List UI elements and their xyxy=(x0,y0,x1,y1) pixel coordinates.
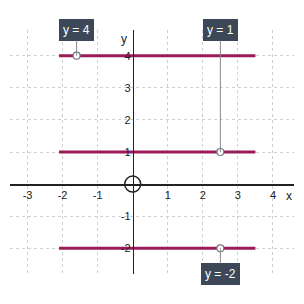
svg-text:2: 2 xyxy=(124,114,130,126)
svg-text:3: 3 xyxy=(124,82,130,94)
svg-text:y = -2: y = -2 xyxy=(205,267,236,281)
svg-text:4: 4 xyxy=(124,50,130,62)
svg-text:1: 1 xyxy=(124,146,130,158)
svg-text:y: y xyxy=(121,32,127,46)
svg-text:-1: -1 xyxy=(121,210,131,222)
svg-text:-2: -2 xyxy=(121,242,131,254)
svg-text:4: 4 xyxy=(270,189,276,201)
svg-text:3: 3 xyxy=(235,189,241,201)
svg-text:x: x xyxy=(286,189,292,203)
svg-text:1: 1 xyxy=(165,189,171,201)
svg-text:y = 4: y = 4 xyxy=(63,23,90,37)
svg-text:y = 1: y = 1 xyxy=(207,23,234,37)
svg-text:-2: -2 xyxy=(58,189,68,201)
svg-text:2: 2 xyxy=(200,189,206,201)
svg-text:-3: -3 xyxy=(23,189,33,201)
svg-text:-1: -1 xyxy=(93,189,103,201)
